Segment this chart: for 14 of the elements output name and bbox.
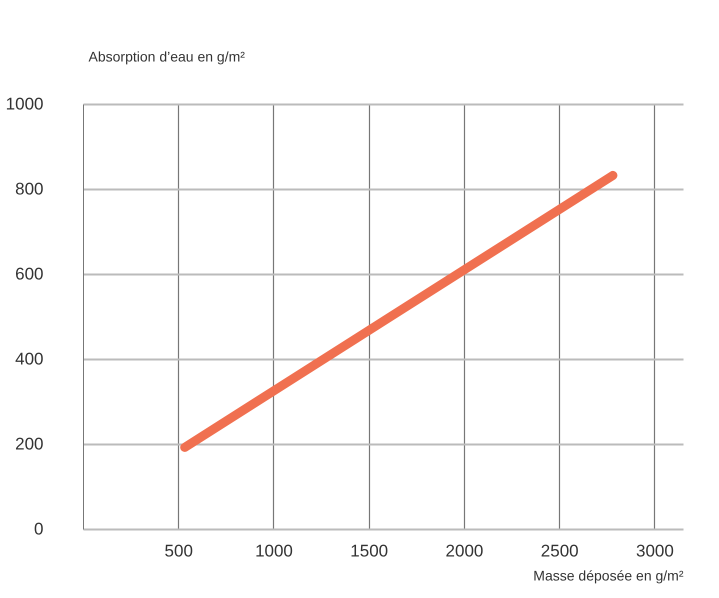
y-tick-label: 800 <box>15 180 44 198</box>
y-tick-label: 200 <box>15 434 44 454</box>
x-axis-title: Masse déposée en g/m² <box>533 568 684 584</box>
x-tick-label: 3000 <box>636 542 674 560</box>
y-tick-label: 1000 <box>6 94 44 114</box>
y-tick-label: 0 <box>34 520 44 538</box>
y-tick-label: 600 <box>15 264 44 284</box>
x-tick-label: 1500 <box>350 542 388 560</box>
y-axis-title: Absorption d’eau en g/m² <box>88 48 246 64</box>
x-tick-label: 500 <box>164 542 193 560</box>
x-tick-label: 2500 <box>540 542 579 560</box>
x-tick-label: 2000 <box>446 542 484 560</box>
y-tick-label: 400 <box>15 350 44 368</box>
x-tick-label: 1000 <box>255 542 293 560</box>
